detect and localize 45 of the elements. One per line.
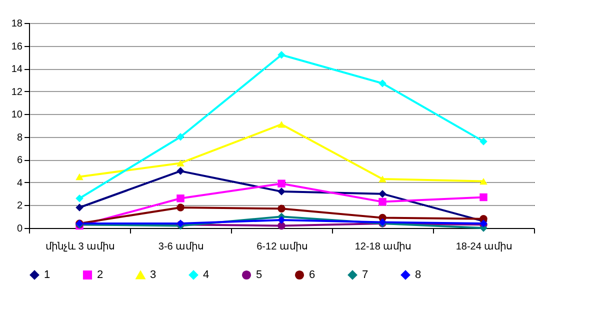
legend-label: 7: [362, 268, 368, 281]
y-tick-label: 18: [11, 18, 23, 30]
point: [278, 180, 286, 188]
point: [278, 121, 286, 128]
legend-label: 8: [415, 268, 422, 281]
point: [480, 193, 488, 202]
point: [378, 198, 386, 206]
point: [378, 79, 386, 88]
y-tick-label: 0: [16, 224, 23, 234]
point: [76, 204, 84, 212]
y-tick-label: 12: [11, 86, 23, 98]
y-tick-label: 8: [16, 132, 23, 144]
point: [278, 188, 286, 196]
point: [480, 138, 488, 146]
x-tick-label: 6-12 ամիս: [256, 242, 308, 252]
legend-label: 2: [97, 268, 104, 281]
point: [378, 176, 386, 182]
x-tick-label: մինչև 3 ամիս: [45, 242, 115, 252]
y-tick-label: 2: [16, 200, 23, 212]
legend-label: 5: [256, 268, 262, 281]
point: [176, 194, 184, 202]
x-tick-label: 18-24 ամիս: [456, 242, 512, 252]
y-tick-label: 4: [16, 178, 23, 189]
point: [278, 216, 286, 224]
point: [480, 178, 488, 185]
x-tick-label: 3-6 ամիս: [158, 242, 204, 252]
point: [378, 190, 386, 198]
point: [176, 133, 184, 141]
point: [76, 194, 84, 202]
y-tick-label: 6: [16, 155, 23, 166]
point: [176, 167, 184, 175]
legend-label: 6: [309, 268, 316, 281]
legend-label: 4: [203, 268, 210, 281]
y-tick-label: 14: [11, 64, 23, 76]
point: [278, 222, 286, 230]
legend-label: 1: [44, 268, 50, 281]
point: [278, 204, 286, 213]
legend-label: 3: [150, 269, 156, 282]
x-tick-label: 12-18 ամիս: [354, 242, 412, 252]
point: [76, 173, 84, 180]
y-tick-label: 16: [11, 41, 23, 52]
point: [176, 160, 184, 166]
y-tick-label: 10: [11, 110, 23, 121]
point: [176, 204, 184, 212]
point: [278, 51, 286, 59]
